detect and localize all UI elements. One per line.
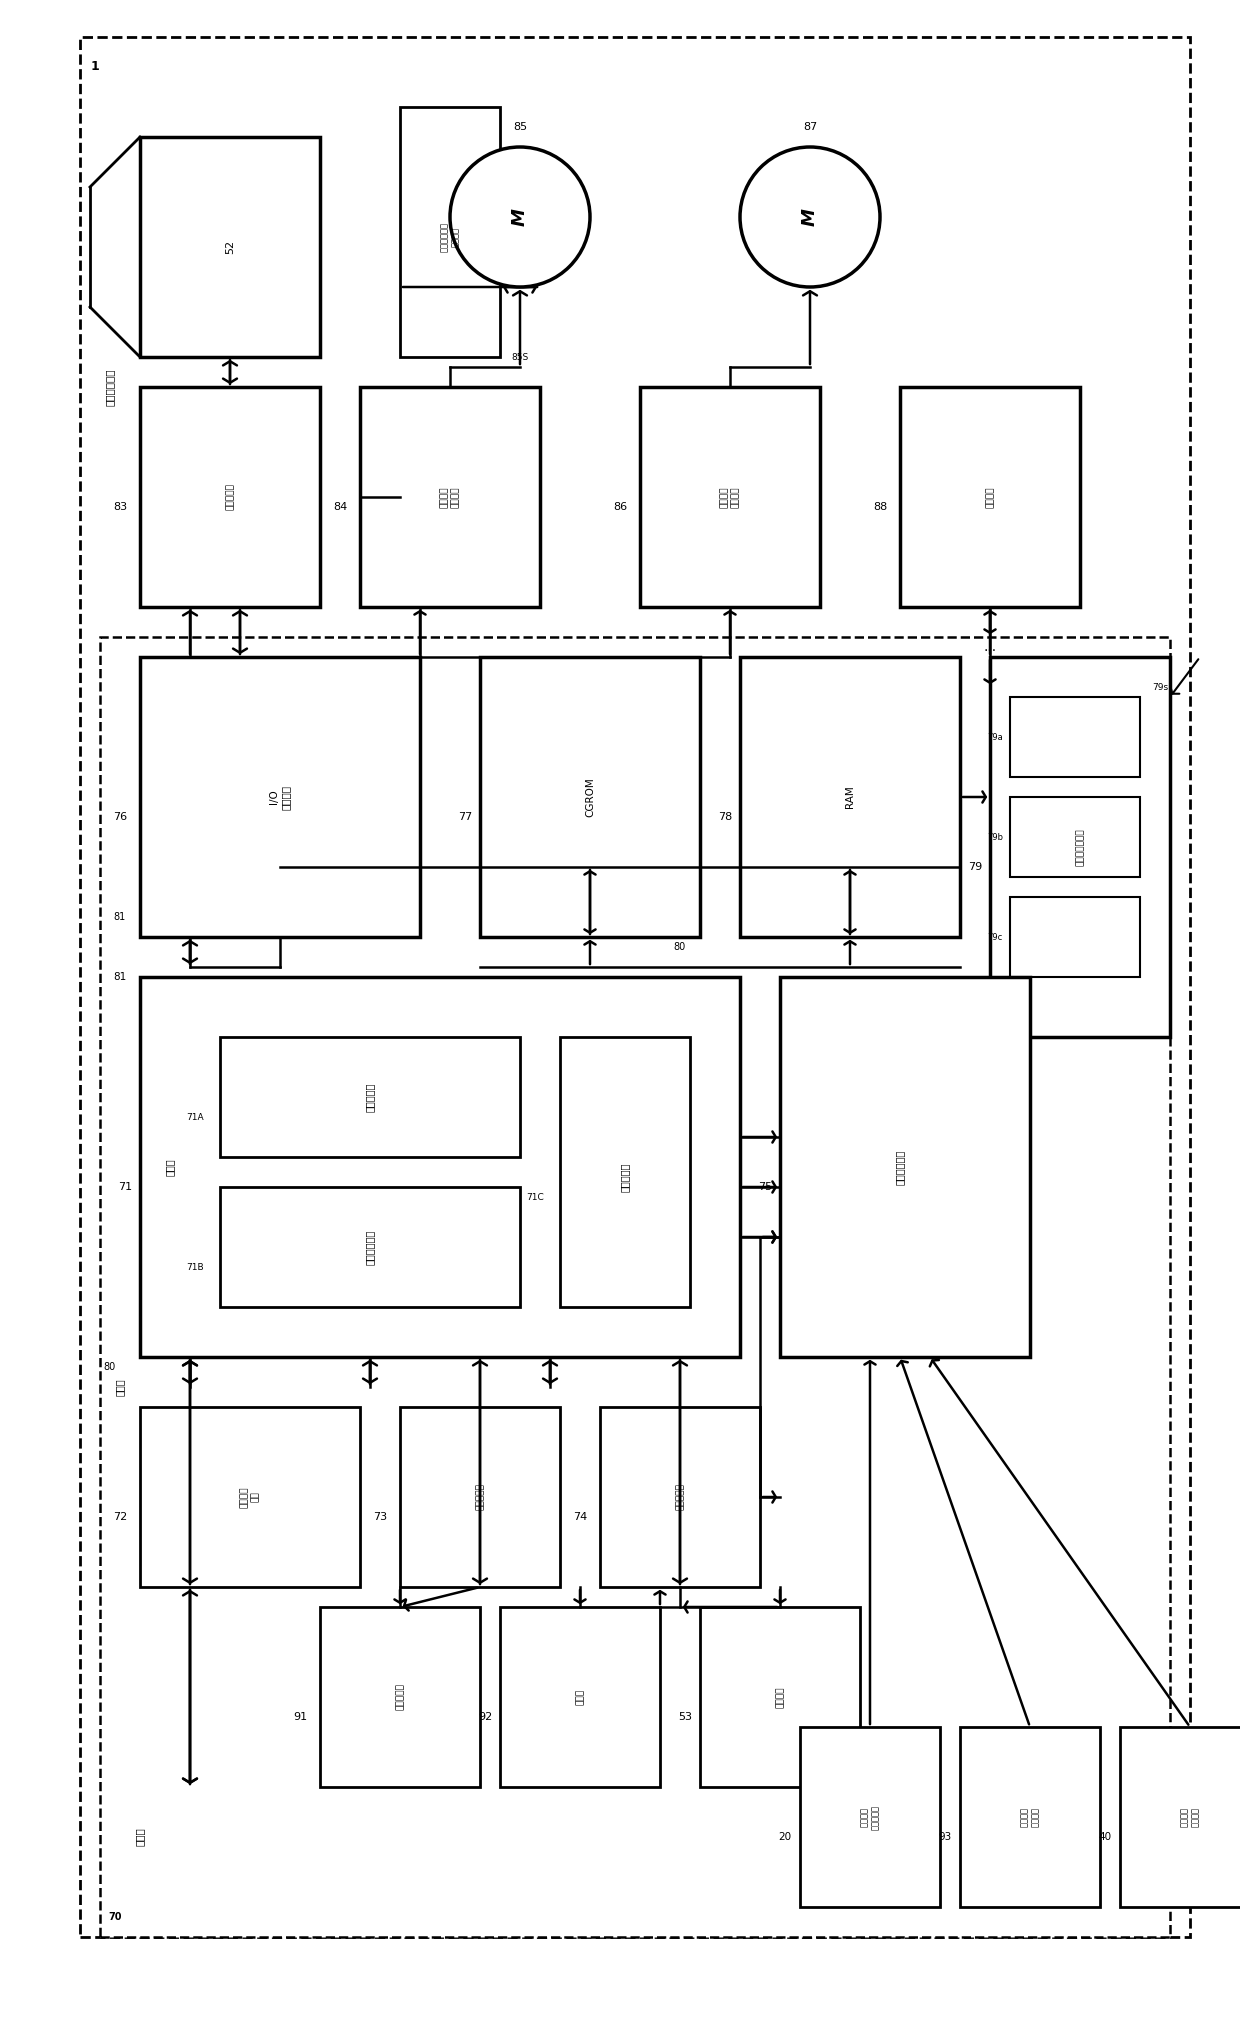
Text: 92: 92: [477, 1711, 492, 1721]
Text: 84: 84: [332, 501, 347, 511]
Text: 空间电机
控制电路: 空间电机 控制电路: [440, 487, 460, 507]
Bar: [1011, 697, 1140, 776]
Text: 71B: 71B: [186, 1263, 203, 1271]
Text: 73: 73: [373, 1511, 387, 1522]
Text: 介质宽度
检测传感器: 介质宽度 检测传感器: [861, 1805, 879, 1829]
Text: 79c: 79c: [987, 933, 1003, 941]
Bar: [780, 978, 1030, 1357]
Text: 83: 83: [113, 501, 126, 511]
Text: 85S: 85S: [511, 352, 528, 361]
Text: 80: 80: [104, 1363, 117, 1373]
Text: 81: 81: [114, 913, 126, 923]
Text: 图像形成装置: 图像形成装置: [105, 369, 115, 405]
Text: 81: 81: [113, 972, 126, 982]
Bar: [401, 108, 500, 356]
Text: CGROM: CGROM: [585, 778, 595, 817]
Text: 执行电机
控制电路: 执行电机 控制电路: [720, 487, 740, 507]
Bar: [1011, 796, 1140, 878]
Bar: [81, 37, 1190, 1937]
Bar: [401, 1408, 560, 1587]
Bar: [701, 1607, 861, 1786]
Bar: [1120, 1727, 1240, 1907]
Text: 79s: 79s: [1152, 682, 1168, 691]
Bar: [640, 387, 820, 607]
Text: 70: 70: [108, 1913, 122, 1923]
Text: 74: 74: [573, 1511, 587, 1522]
Text: 显示部: 显示部: [575, 1689, 584, 1705]
Text: 71: 71: [118, 1181, 133, 1192]
Bar: [219, 1037, 520, 1157]
Text: 主设备: 主设备: [135, 1827, 145, 1846]
Circle shape: [740, 147, 880, 287]
Text: 91: 91: [293, 1711, 308, 1721]
Text: 40: 40: [1099, 1831, 1111, 1841]
Text: 78: 78: [718, 813, 732, 823]
Text: 76: 76: [113, 813, 126, 823]
Text: M: M: [801, 208, 818, 226]
Bar: [560, 1037, 689, 1308]
Text: 接收发送
电路: 接收发送 电路: [241, 1487, 259, 1507]
Text: I/O
控制电路: I/O 控制电路: [269, 784, 291, 809]
Bar: [800, 1727, 940, 1907]
Text: 打印控制部: 打印控制部: [365, 1082, 374, 1112]
Bar: [219, 1188, 520, 1308]
Text: 1: 1: [91, 61, 99, 73]
Text: 79: 79: [968, 862, 982, 872]
Text: M: M: [511, 208, 529, 226]
Text: 80: 80: [673, 941, 686, 951]
Bar: [480, 658, 701, 937]
Bar: [100, 638, 1171, 1937]
Text: 输出接口部: 输出接口部: [475, 1483, 485, 1511]
Circle shape: [450, 147, 590, 287]
Bar: [600, 1408, 760, 1587]
Text: 稳定性判定部: 稳定性判定部: [365, 1230, 374, 1265]
Bar: [140, 136, 320, 356]
Text: 53: 53: [678, 1711, 692, 1721]
Bar: [1011, 896, 1140, 978]
Text: 79b: 79b: [987, 833, 1003, 841]
Bar: [140, 658, 420, 937]
Bar: [500, 1607, 660, 1786]
Text: ...: ...: [983, 640, 997, 654]
Bar: [740, 658, 960, 937]
Text: 85: 85: [513, 122, 527, 132]
Text: 操作面板: 操作面板: [775, 1687, 785, 1707]
Bar: [140, 387, 320, 607]
Text: 52: 52: [224, 240, 236, 255]
Text: 72: 72: [113, 1511, 128, 1522]
Text: 电源电路: 电源电路: [986, 487, 994, 507]
Bar: [320, 1607, 480, 1786]
Text: 头控制电路: 头控制电路: [226, 483, 234, 511]
Bar: [140, 978, 740, 1357]
Text: 控制部: 控制部: [115, 1379, 125, 1395]
Bar: [140, 1408, 360, 1587]
Text: 介质检测
传感器组: 介质检测 传感器组: [1180, 1807, 1200, 1827]
Text: 71A: 71A: [186, 1112, 203, 1122]
Text: 处理器: 处理器: [165, 1159, 175, 1175]
Text: 20: 20: [779, 1831, 791, 1841]
Text: 重设控制部: 重设控制部: [620, 1163, 630, 1192]
Bar: [960, 1727, 1100, 1907]
Text: 88: 88: [873, 501, 887, 511]
Text: 空间电机动作
量传感器: 空间电机动作 量传感器: [440, 222, 460, 253]
Text: RAM: RAM: [844, 786, 856, 809]
Text: 声音输出部: 声音输出部: [396, 1683, 404, 1711]
Text: 93: 93: [939, 1831, 951, 1841]
Text: 非易失性存储器: 非易失性存储器: [1075, 829, 1085, 866]
Text: 75: 75: [758, 1181, 773, 1192]
Text: 传感器接口部: 传感器接口部: [895, 1149, 905, 1186]
Text: 77: 77: [458, 813, 472, 823]
Bar: [360, 387, 539, 607]
Text: 输入接口部: 输入接口部: [676, 1483, 684, 1511]
Text: 79a: 79a: [987, 733, 1003, 741]
Text: 86: 86: [613, 501, 627, 511]
Text: 介质供给
传感器组: 介质供给 传感器组: [1021, 1807, 1039, 1827]
Text: 71C: 71C: [526, 1192, 544, 1202]
Text: 87: 87: [802, 122, 817, 132]
Bar: [990, 658, 1171, 1037]
Bar: [900, 387, 1080, 607]
